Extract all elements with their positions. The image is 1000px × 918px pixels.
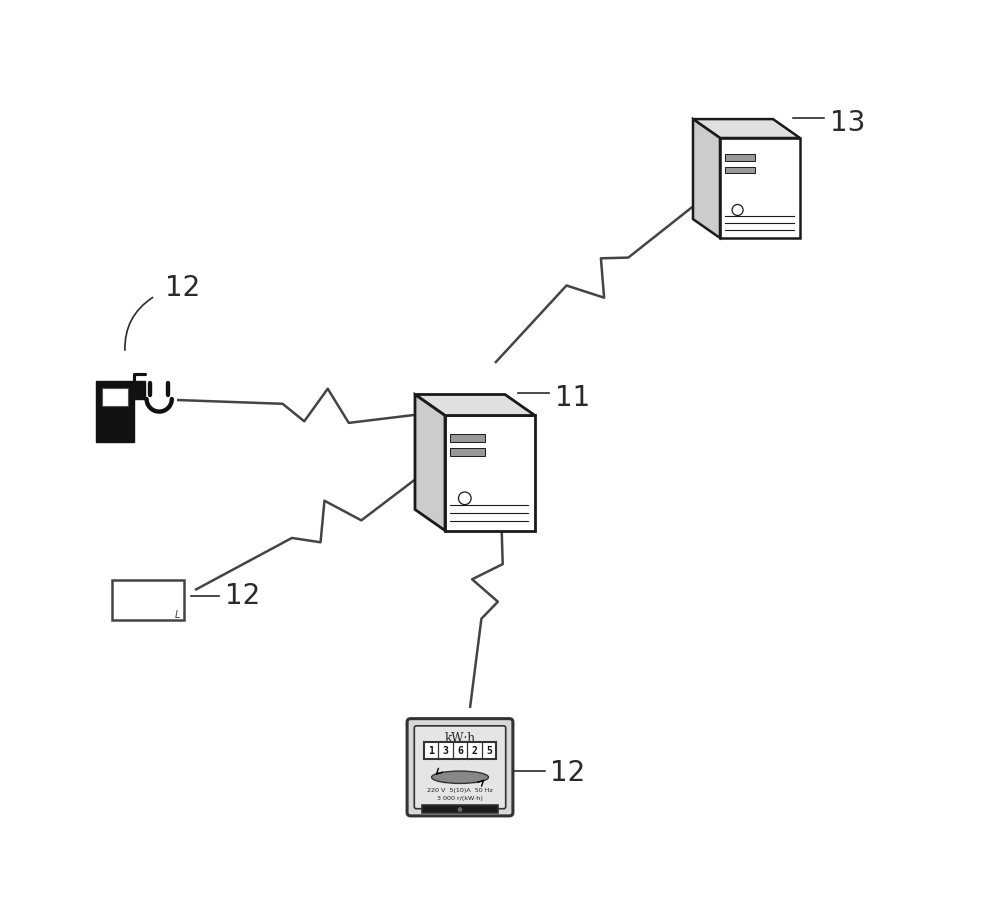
Text: 12: 12 (225, 582, 260, 610)
Polygon shape (450, 448, 485, 455)
Polygon shape (415, 395, 445, 531)
FancyBboxPatch shape (112, 580, 184, 620)
Text: 13: 13 (830, 109, 865, 137)
Text: 1: 1 (428, 745, 434, 756)
Polygon shape (415, 395, 535, 416)
Polygon shape (720, 138, 800, 238)
Text: 3: 3 (443, 745, 449, 756)
Polygon shape (134, 381, 145, 399)
FancyBboxPatch shape (424, 742, 496, 759)
Polygon shape (96, 381, 134, 442)
Ellipse shape (431, 771, 488, 783)
Polygon shape (725, 154, 755, 161)
Text: 5: 5 (486, 745, 492, 756)
Polygon shape (693, 119, 720, 238)
Text: 12: 12 (165, 274, 200, 302)
Text: 2: 2 (471, 745, 477, 756)
Circle shape (732, 205, 743, 216)
Polygon shape (693, 119, 800, 138)
Polygon shape (725, 166, 755, 173)
Text: 3 000 r/(kW·h): 3 000 r/(kW·h) (437, 796, 483, 800)
FancyBboxPatch shape (102, 388, 128, 406)
Text: L: L (174, 610, 180, 620)
FancyBboxPatch shape (407, 719, 513, 816)
FancyBboxPatch shape (414, 726, 506, 809)
Polygon shape (450, 434, 485, 442)
Circle shape (458, 492, 471, 505)
Text: kW·h: kW·h (444, 732, 476, 744)
Text: 11: 11 (555, 384, 590, 412)
Polygon shape (445, 416, 535, 531)
Text: 6: 6 (457, 745, 463, 756)
Text: 220 V  5(10)A  50 Hz: 220 V 5(10)A 50 Hz (427, 788, 493, 793)
Circle shape (458, 807, 462, 812)
Text: 12: 12 (550, 759, 585, 787)
FancyBboxPatch shape (422, 805, 498, 813)
